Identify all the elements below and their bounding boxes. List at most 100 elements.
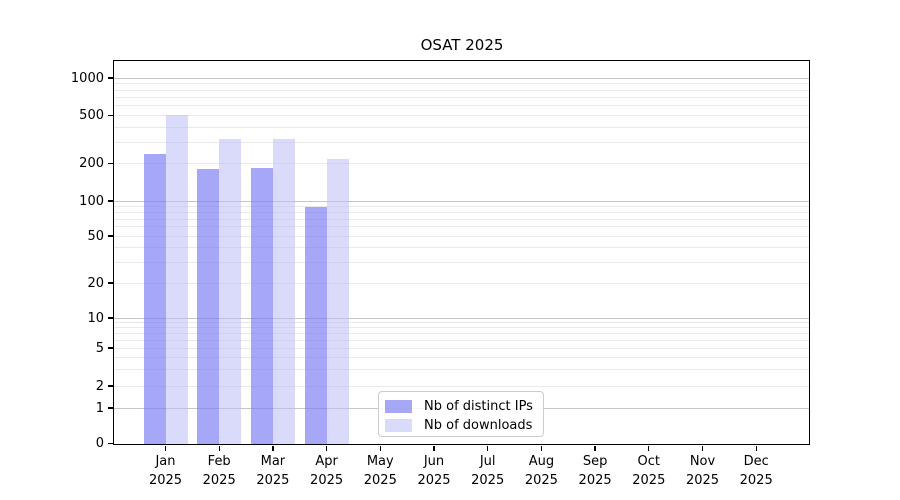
gridline-minor (114, 385, 810, 387)
bar-distinct-ips (304, 207, 327, 445)
x-tick-mark (487, 445, 489, 451)
y-tick-mark (108, 162, 114, 165)
x-tick-mark (218, 445, 220, 451)
gridline-minor (114, 322, 810, 324)
x-tick-year: 2025 (256, 472, 290, 488)
gridline-minor (114, 347, 810, 349)
x-tick-label: Jan 2025 (139, 452, 193, 490)
x-tick-year: 2025 (632, 472, 666, 488)
x-tick-label: May 2025 (353, 452, 407, 490)
x-tick-mark (755, 445, 757, 451)
gridline-minor (114, 89, 810, 91)
gridline-minor (114, 141, 810, 143)
gridline-minor (114, 205, 810, 207)
legend-label-downloads: Nb of downloads (424, 418, 533, 433)
y-tick-label: 200 (79, 156, 104, 171)
x-tick-mark (701, 445, 704, 451)
gridline-minor (114, 235, 810, 237)
gridline-major (114, 317, 810, 319)
x-tick-mark (594, 445, 596, 451)
bar-downloads (219, 138, 242, 445)
axes-frame (113, 60, 810, 445)
x-tick-label: Apr 2025 (300, 452, 354, 490)
x-tick-label: Mar 2025 (246, 452, 300, 490)
x-tick-mark (164, 445, 167, 451)
y-tick-label: 500 (79, 108, 104, 123)
x-tick-mark (325, 445, 328, 451)
gridline-minor (114, 282, 810, 284)
x-tick-year: 2025 (578, 472, 612, 488)
gridline-minor (114, 211, 810, 213)
y-tick-mark (108, 77, 114, 79)
y-tick-label: 0 (95, 436, 104, 451)
gridline-minor (114, 163, 810, 164)
gridline-minor (114, 226, 810, 228)
chart-title: OSAT 2025 (420, 36, 504, 54)
y-tick-mark (108, 385, 114, 387)
y-tick-mark (108, 317, 114, 319)
x-tick-label: Jul 2025 (461, 452, 515, 490)
y-tick-label: 50 (87, 228, 104, 244)
gridline-minor (114, 115, 810, 116)
gridline-minor (114, 83, 810, 85)
y-tick-label: 1 (95, 400, 104, 416)
x-tick-mark (540, 445, 543, 451)
x-tick-year: 2025 (363, 472, 397, 488)
bar-distinct-ips (197, 169, 220, 445)
x-tick-label: Jun 2025 (407, 452, 461, 490)
x-tick-mark (648, 445, 650, 451)
gridline-minor (114, 327, 810, 329)
x-tick-label: Aug 2025 (514, 452, 568, 490)
gridline-minor (114, 332, 810, 334)
legend-swatch-distinct-ips (385, 400, 412, 413)
x-tick-year: 2025 (202, 472, 236, 488)
x-tick-year: 2025 (310, 472, 344, 488)
x-tick-year: 2025 (471, 472, 505, 488)
bar-downloads (326, 158, 349, 445)
x-tick-label: Sep 2025 (568, 452, 622, 490)
gridline-minor (114, 105, 810, 107)
x-tick-label: Oct 2025 (622, 452, 676, 490)
legend-item-distinct-ips: Nb of distinct IPs (385, 397, 543, 416)
x-tick-label: Feb 2025 (192, 452, 246, 490)
y-tick-mark (108, 235, 114, 237)
legend-label-distinct-ips: Nb of distinct IPs (424, 399, 533, 414)
bar-downloads (272, 139, 295, 445)
gridline-minor (114, 218, 810, 220)
bar-distinct-ips (143, 153, 166, 445)
bar-downloads (165, 114, 188, 445)
gridline-major (114, 77, 810, 79)
x-tick-year: 2025 (417, 472, 451, 488)
gridline-minor (114, 368, 810, 370)
y-tick-mark (108, 347, 114, 349)
gridline-minor (114, 261, 810, 263)
gridline-minor (114, 356, 810, 358)
y-tick-label: 2 (95, 378, 104, 394)
y-tick-mark (108, 282, 114, 284)
gridline-major (114, 200, 810, 202)
gridline-minor (114, 339, 810, 341)
x-tick-mark (272, 445, 274, 451)
y-tick-label: 1000 (70, 70, 104, 86)
y-tick-mark (108, 200, 114, 202)
y-tick-mark (108, 442, 114, 445)
y-tick-mark (108, 407, 114, 409)
gridline-minor (114, 246, 810, 248)
bar-distinct-ips (250, 168, 273, 445)
y-tick-label: 20 (87, 275, 104, 291)
x-tick-label: Dec 2025 (729, 452, 783, 490)
y-tick-label: 5 (95, 340, 104, 356)
x-tick-year: 2025 (524, 472, 558, 488)
legend-item-downloads: Nb of downloads (385, 416, 543, 435)
legend: Nb of distinct IPs Nb of downloads (378, 391, 544, 437)
x-tick-year: 2025 (148, 472, 183, 488)
gridline-minor (114, 96, 810, 98)
y-tick-mark (108, 114, 114, 117)
x-tick-mark (433, 445, 435, 451)
x-tick-year: 2025 (685, 472, 720, 488)
x-tick-mark (379, 445, 381, 451)
x-tick-year: 2025 (739, 472, 773, 488)
gridline-minor (114, 126, 810, 128)
